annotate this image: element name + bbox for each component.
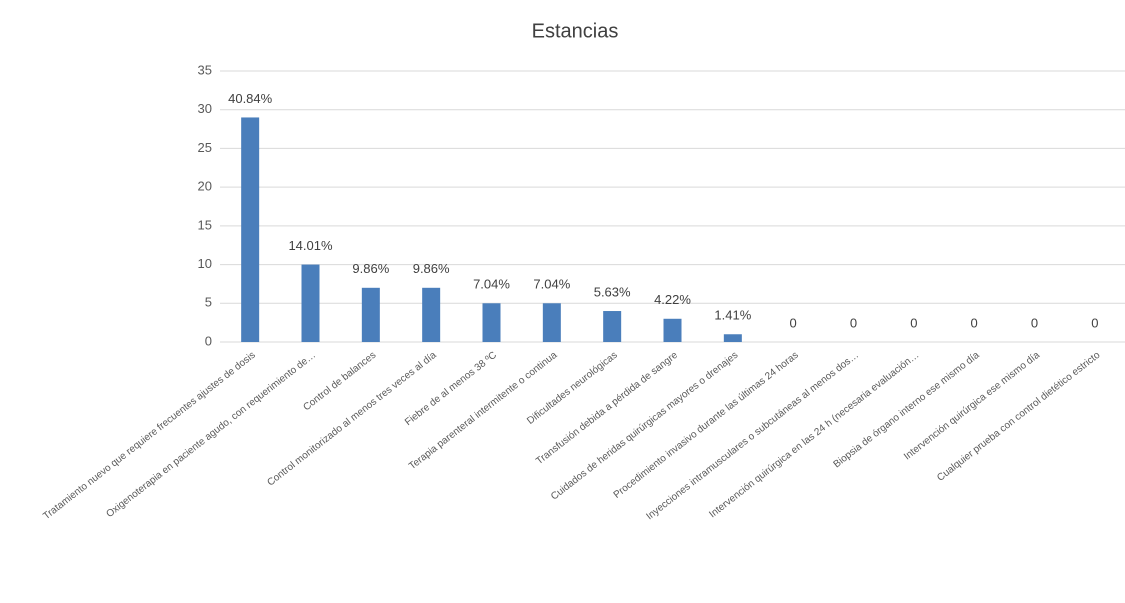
bar	[542, 303, 561, 342]
value-label: 0	[850, 315, 857, 330]
value-label: 0	[790, 315, 797, 330]
y-tick-label: 15	[198, 217, 212, 232]
value-label: 14.01%	[288, 238, 333, 253]
bar	[361, 287, 380, 342]
bar	[603, 311, 622, 342]
x-tick-label: Tratamiento nuevo que requiere frecuente…	[41, 350, 257, 522]
bar	[422, 287, 441, 342]
bar	[482, 303, 501, 342]
value-label: 0	[971, 315, 978, 330]
value-label: 0	[1031, 315, 1038, 330]
y-tick-label: 0	[205, 333, 212, 348]
y-tick-label: 25	[198, 140, 212, 155]
value-label: 0	[1091, 315, 1098, 330]
bar	[241, 117, 260, 342]
value-label: 7.04%	[473, 277, 510, 292]
value-label: 5.63%	[594, 284, 631, 299]
value-label: 0	[910, 315, 917, 330]
value-label: 9.86%	[413, 261, 450, 276]
y-tick-label: 30	[198, 101, 212, 116]
x-tick-label: Oxigenoterapia en paciente agudo, con re…	[104, 350, 318, 520]
bar	[723, 334, 742, 342]
y-tick-label: 20	[198, 179, 212, 194]
value-label: 9.86%	[352, 261, 389, 276]
y-tick-label: 35	[198, 62, 212, 77]
bar	[663, 318, 682, 342]
value-label: 40.84%	[228, 91, 273, 106]
value-label: 4.22%	[654, 292, 691, 307]
x-tick-label: Inyecciones intramusculares o subcutánea…	[644, 350, 861, 523]
value-label: 1.41%	[714, 308, 751, 323]
value-label: 7.04%	[533, 277, 570, 292]
y-tick-label: 5	[205, 295, 212, 310]
x-tick-label: Intervención quirúrgica en las 24 h (nec…	[707, 350, 921, 521]
y-tick-label: 10	[198, 256, 212, 271]
bar	[301, 264, 320, 342]
chart-title: Estancias	[532, 20, 619, 42]
